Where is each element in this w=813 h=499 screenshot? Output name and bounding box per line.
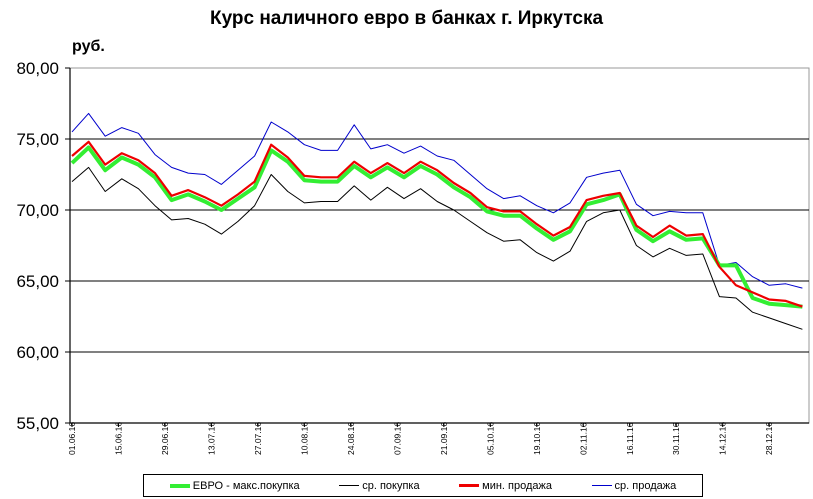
x-tick-label: 30.11.16 (671, 422, 681, 455)
y-axis-label: руб. (72, 38, 105, 55)
x-tick-label: 28.12.16 (764, 422, 774, 455)
x-tick-label: 27.07.16 (253, 422, 263, 455)
x-tick-label: 24.08.16 (346, 422, 356, 455)
x-tick-label: 29.06.16 (160, 422, 170, 455)
x-tick-label: 02.11.16 (578, 422, 588, 455)
legend-swatch (169, 483, 190, 488)
x-tick-label: 15.06.16 (113, 422, 123, 455)
legend-label: ЕВРО - макс.покупка (192, 479, 300, 492)
legend-item: ЕВРО - макс.покупка (169, 479, 300, 492)
x-tick-label: 05.10.16 (485, 422, 495, 455)
legend-label: мин. продажа (482, 479, 552, 492)
legend-item: ср. покупка (339, 479, 420, 492)
y-tick-label: 80,00 (16, 59, 59, 78)
legend-label: ср. покупка (362, 479, 420, 492)
series-line (71, 166, 803, 330)
plot-border (69, 67, 810, 424)
x-tick-label: 14.12.16 (718, 422, 728, 455)
series-line (71, 140, 803, 308)
x-tick-label: 01.06.16 (67, 422, 77, 455)
y-tick-label: 70,00 (16, 201, 59, 220)
legend-swatch (339, 485, 360, 486)
series-line (71, 112, 803, 289)
x-tick-label: 10.08.16 (299, 422, 309, 455)
legend-swatch (459, 484, 480, 487)
x-tick-label: 21.09.16 (439, 422, 449, 455)
x-tick-label: 16.11.16 (625, 422, 635, 455)
legend: ЕВРО - макс.покупка ср. покупка мин. прода… (143, 474, 703, 497)
chart-title: Курс наличного евро в банках г. Иркутска (209, 8, 604, 29)
legend-label: ср. продажа (614, 479, 677, 492)
y-tick-label: 55,00 (16, 414, 59, 433)
x-tick-label: 07.09.16 (392, 422, 402, 455)
x-tick-label: 19.10.16 (532, 422, 542, 455)
series-line (70, 145, 803, 309)
legend-item: мин. продажа (459, 480, 552, 492)
y-tick-label: 60,00 (16, 343, 59, 362)
y-tick-label: 75,00 (16, 130, 59, 149)
x-tick-label: 13.07.16 (206, 422, 216, 455)
legend-item: ср. продажа (591, 479, 677, 492)
legend-swatch (591, 485, 612, 486)
y-tick-label: 65,00 (16, 272, 59, 291)
